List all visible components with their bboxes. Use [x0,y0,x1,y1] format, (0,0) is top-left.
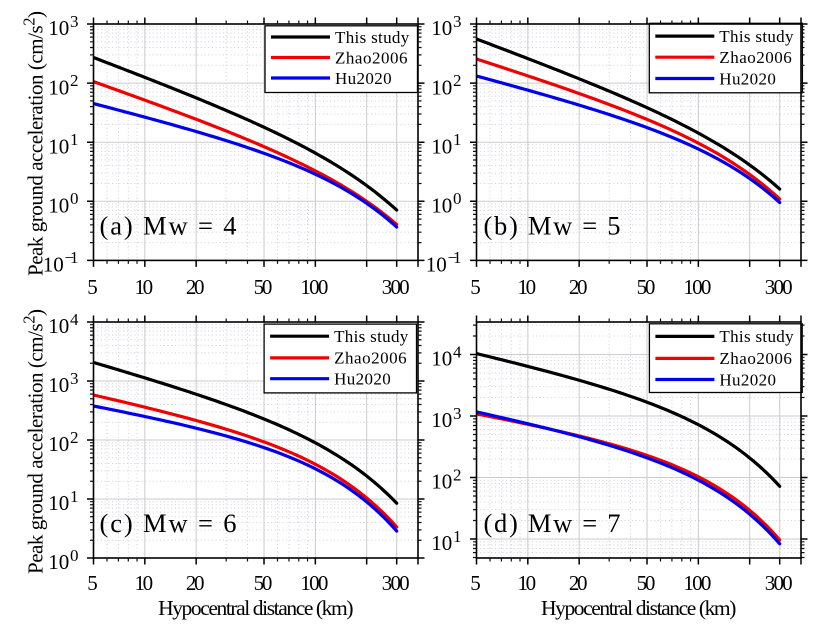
svg-text:4: 4 [70,310,79,329]
svg-text:5: 5 [470,571,481,595]
svg-text:1: 1 [453,527,462,546]
svg-text:5: 5 [87,275,98,299]
svg-text:10: 10 [431,408,452,432]
svg-text:Zhao2006: Zhao2006 [334,349,407,368]
svg-text:−1: −1 [65,248,79,267]
svg-text:100: 100 [683,275,711,299]
svg-text:−1: −1 [448,248,462,267]
svg-text:3: 3 [453,404,462,423]
svg-text:1: 1 [70,130,79,149]
svg-text:(c) Mw = 6: (c) Mw = 6 [100,508,237,538]
svg-text:Hu2020: Hu2020 [335,69,392,88]
svg-text:Peak ground acceleration (cm/s: Peak ground acceleration (cm/s2) [20,309,48,574]
svg-text:20: 20 [569,571,588,595]
svg-text:Zhao2006: Zhao2006 [335,48,408,67]
svg-text:4: 4 [453,342,462,361]
svg-text:Hu2020: Hu2020 [719,370,776,389]
svg-text:2: 2 [70,428,79,447]
svg-text:100: 100 [300,275,328,299]
svg-text:10: 10 [431,75,452,99]
svg-text:10: 10 [518,275,537,299]
svg-text:Hu2020: Hu2020 [719,69,776,88]
svg-text:1: 1 [70,487,79,506]
svg-text:3: 3 [453,12,462,31]
svg-text:50: 50 [254,571,273,595]
svg-text:50: 50 [637,275,656,299]
svg-text:0: 0 [453,189,462,208]
svg-text:20: 20 [569,275,588,299]
svg-text:10: 10 [48,194,69,218]
svg-text:300: 300 [765,571,793,595]
svg-text:10: 10 [135,275,154,299]
svg-text:300: 300 [765,275,793,299]
svg-text:This study: This study [719,27,794,46]
svg-text:5: 5 [470,275,481,299]
svg-text:10: 10 [135,571,154,595]
svg-text:100: 100 [300,571,328,595]
svg-text:300: 300 [382,275,410,299]
svg-text:10: 10 [48,314,69,338]
svg-text:10: 10 [518,571,537,595]
svg-text:10: 10 [43,253,64,277]
svg-text:1: 1 [453,130,462,149]
svg-text:2: 2 [453,465,462,484]
svg-text:2: 2 [453,71,462,90]
svg-text:0: 0 [70,546,79,565]
svg-text:This study: This study [334,327,409,346]
svg-text:100: 100 [683,571,711,595]
svg-text:300: 300 [382,571,410,595]
svg-text:3: 3 [70,12,79,31]
svg-text:5: 5 [87,571,98,595]
svg-text:10: 10 [431,194,452,218]
svg-text:10: 10 [431,531,452,555]
svg-text:10: 10 [48,75,69,99]
svg-text:(a) Mw = 4: (a) Mw = 4 [100,211,237,241]
svg-text:Peak ground acceleration (cm/s: Peak ground acceleration (cm/s2) [20,11,48,276]
svg-text:10: 10 [48,16,69,40]
svg-text:10: 10 [48,432,69,456]
svg-text:50: 50 [254,275,273,299]
svg-text:10: 10 [48,134,69,158]
svg-text:Hypocentral distance (km): Hypocentral distance (km) [158,596,353,620]
svg-text:0: 0 [70,189,79,208]
svg-text:This study: This study [719,327,794,346]
svg-text:Hu2020: Hu2020 [334,370,391,389]
svg-text:10: 10 [48,491,69,515]
svg-text:Zhao2006: Zhao2006 [719,48,792,67]
svg-text:Zhao2006: Zhao2006 [719,349,792,368]
svg-text:10: 10 [431,134,452,158]
svg-text:2: 2 [70,71,79,90]
svg-text:Hypocentral distance (km): Hypocentral distance (km) [541,596,736,620]
svg-text:3: 3 [70,369,79,388]
svg-text:This study: This study [335,28,410,47]
svg-text:10: 10 [431,347,452,371]
svg-text:20: 20 [186,571,205,595]
svg-text:10: 10 [48,550,69,574]
svg-text:50: 50 [637,571,656,595]
svg-text:20: 20 [186,275,205,299]
svg-text:10: 10 [426,253,447,277]
svg-text:10: 10 [431,470,452,494]
svg-text:10: 10 [48,373,69,397]
svg-text:10: 10 [431,16,452,40]
